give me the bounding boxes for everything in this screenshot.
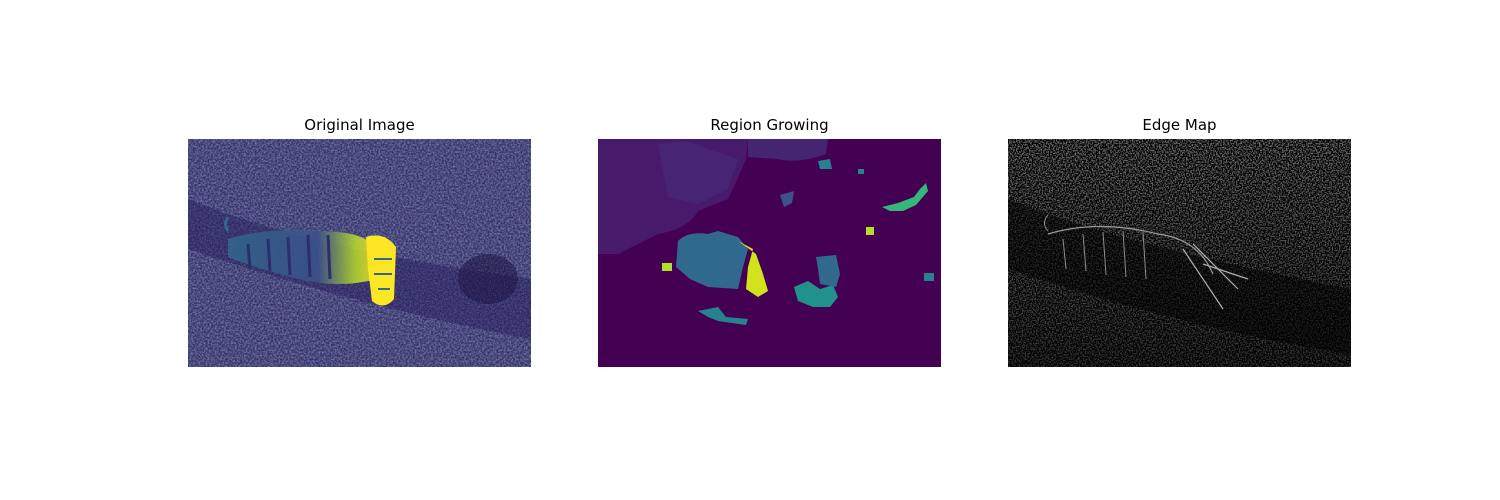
region-growing-image xyxy=(598,139,941,367)
original-image xyxy=(188,139,531,367)
panel-title-region: Region Growing xyxy=(710,116,829,134)
panel-title-original: Original Image xyxy=(304,116,415,134)
edge-map-image xyxy=(1008,139,1351,367)
panel-original-image: Original Image xyxy=(188,114,531,367)
panel-edge-map: Edge Map xyxy=(1008,114,1351,367)
panel-region-growing: Region Growing xyxy=(598,114,941,367)
panel-title-edge: Edge Map xyxy=(1142,116,1217,134)
